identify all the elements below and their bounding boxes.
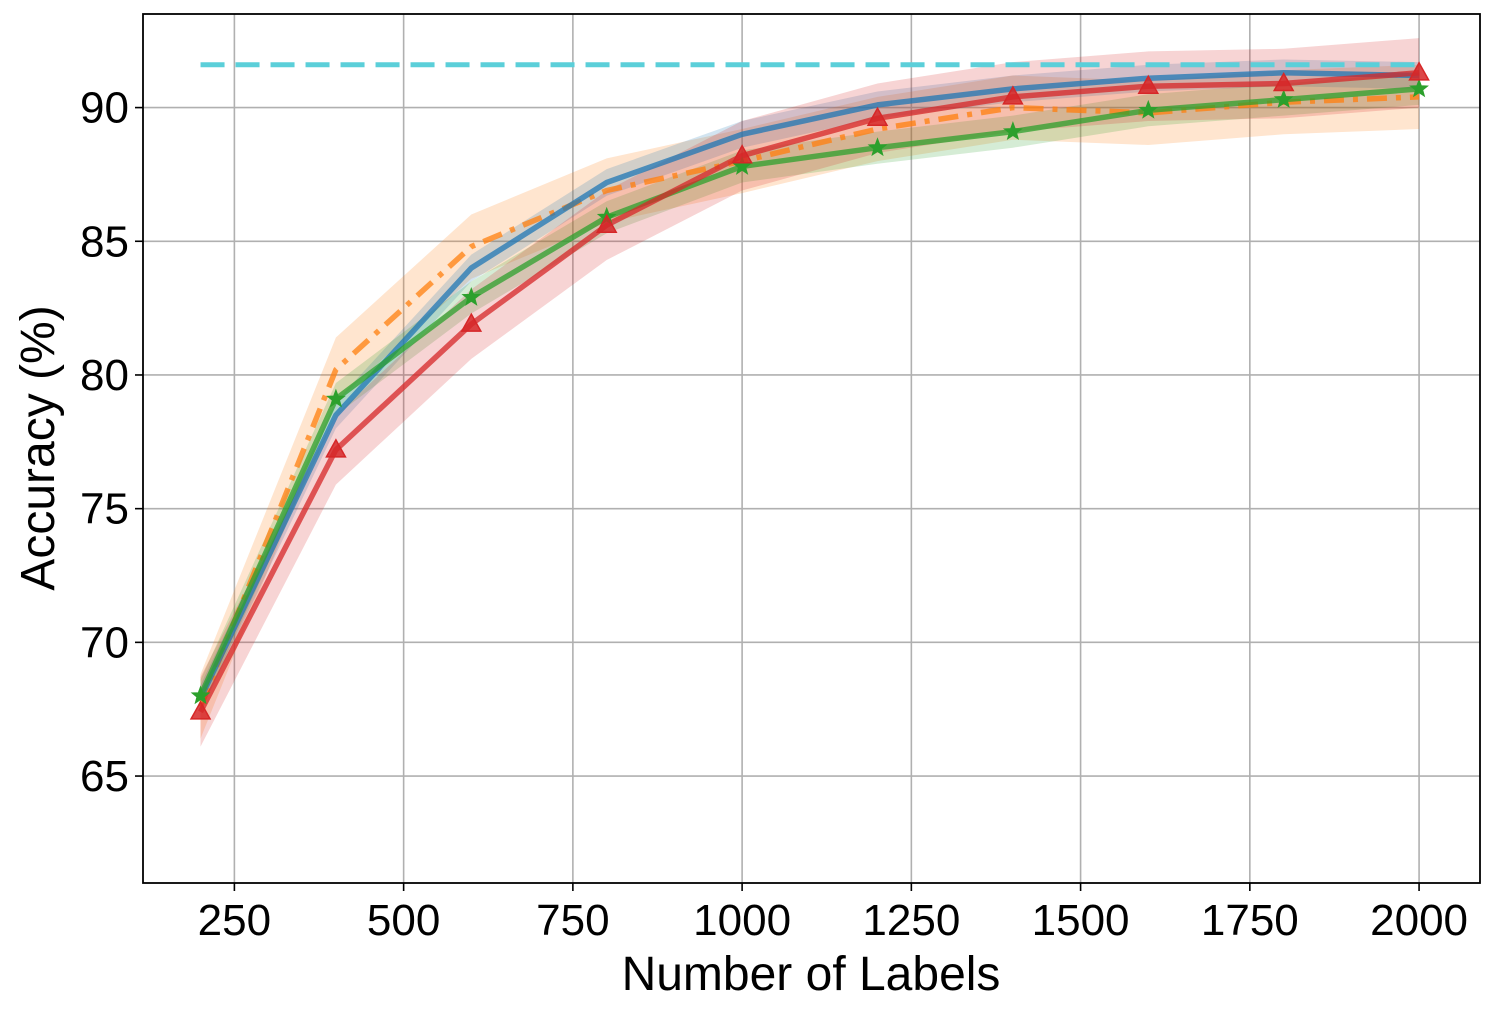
triangle-marker <box>1272 71 1295 92</box>
x-tick-label: 750 <box>536 896 609 945</box>
series-lines <box>197 70 1420 714</box>
triangle-marker <box>460 312 483 332</box>
triangle-marker <box>595 213 618 233</box>
star-marker <box>1273 89 1294 108</box>
star-marker <box>190 685 211 705</box>
star-marker <box>1138 99 1159 119</box>
star-marker <box>1409 78 1429 98</box>
x-axis-label: Number of Labels <box>622 948 1001 1001</box>
y-tick-label: 70 <box>80 618 129 667</box>
triangle-marker <box>866 106 889 127</box>
y-tick-label: 75 <box>80 485 129 534</box>
triangle-marker <box>1137 74 1160 94</box>
series-markers <box>189 61 1430 720</box>
star-marker <box>326 388 346 408</box>
x-tick-label: 250 <box>198 896 271 945</box>
star-marker <box>867 137 888 157</box>
star-marker <box>1002 121 1023 141</box>
y-tick-label: 90 <box>80 84 129 133</box>
star-marker <box>732 155 753 175</box>
triangle-marker <box>189 700 212 720</box>
x-tick-label: 500 <box>367 896 440 945</box>
y-tick-label: 65 <box>80 752 129 801</box>
series-band-3 <box>200 38 1420 747</box>
triangle-marker <box>1002 85 1024 105</box>
series-line-3 <box>198 70 1420 714</box>
x-tick-label: 1000 <box>693 896 791 945</box>
series-line-1 <box>198 70 1420 700</box>
triangle-marker <box>731 144 753 164</box>
triangle-marker <box>325 438 347 458</box>
confidence-bands <box>200 38 1420 747</box>
series-band-0 <box>200 64 1420 739</box>
star-marker <box>461 286 482 306</box>
plot-frame <box>142 13 1481 884</box>
series-line-2 <box>197 86 1420 697</box>
y-tick-label: 80 <box>80 351 129 400</box>
y-axis-ticks: 65 70 75 80 85 90 <box>80 84 143 801</box>
x-tick-label: 1250 <box>862 896 960 945</box>
y-axis-label: Accuracy (%) <box>12 305 65 590</box>
x-tick-label: 1500 <box>1032 896 1130 945</box>
y-tick-label: 85 <box>80 217 129 266</box>
x-tick-label: 1750 <box>1201 896 1299 945</box>
x-axis-ticks: 250 500 750 1000 1250 1500 1750 2000 <box>198 883 1468 945</box>
x-tick-label: 2000 <box>1370 896 1468 945</box>
triangle-marker <box>1408 61 1430 81</box>
